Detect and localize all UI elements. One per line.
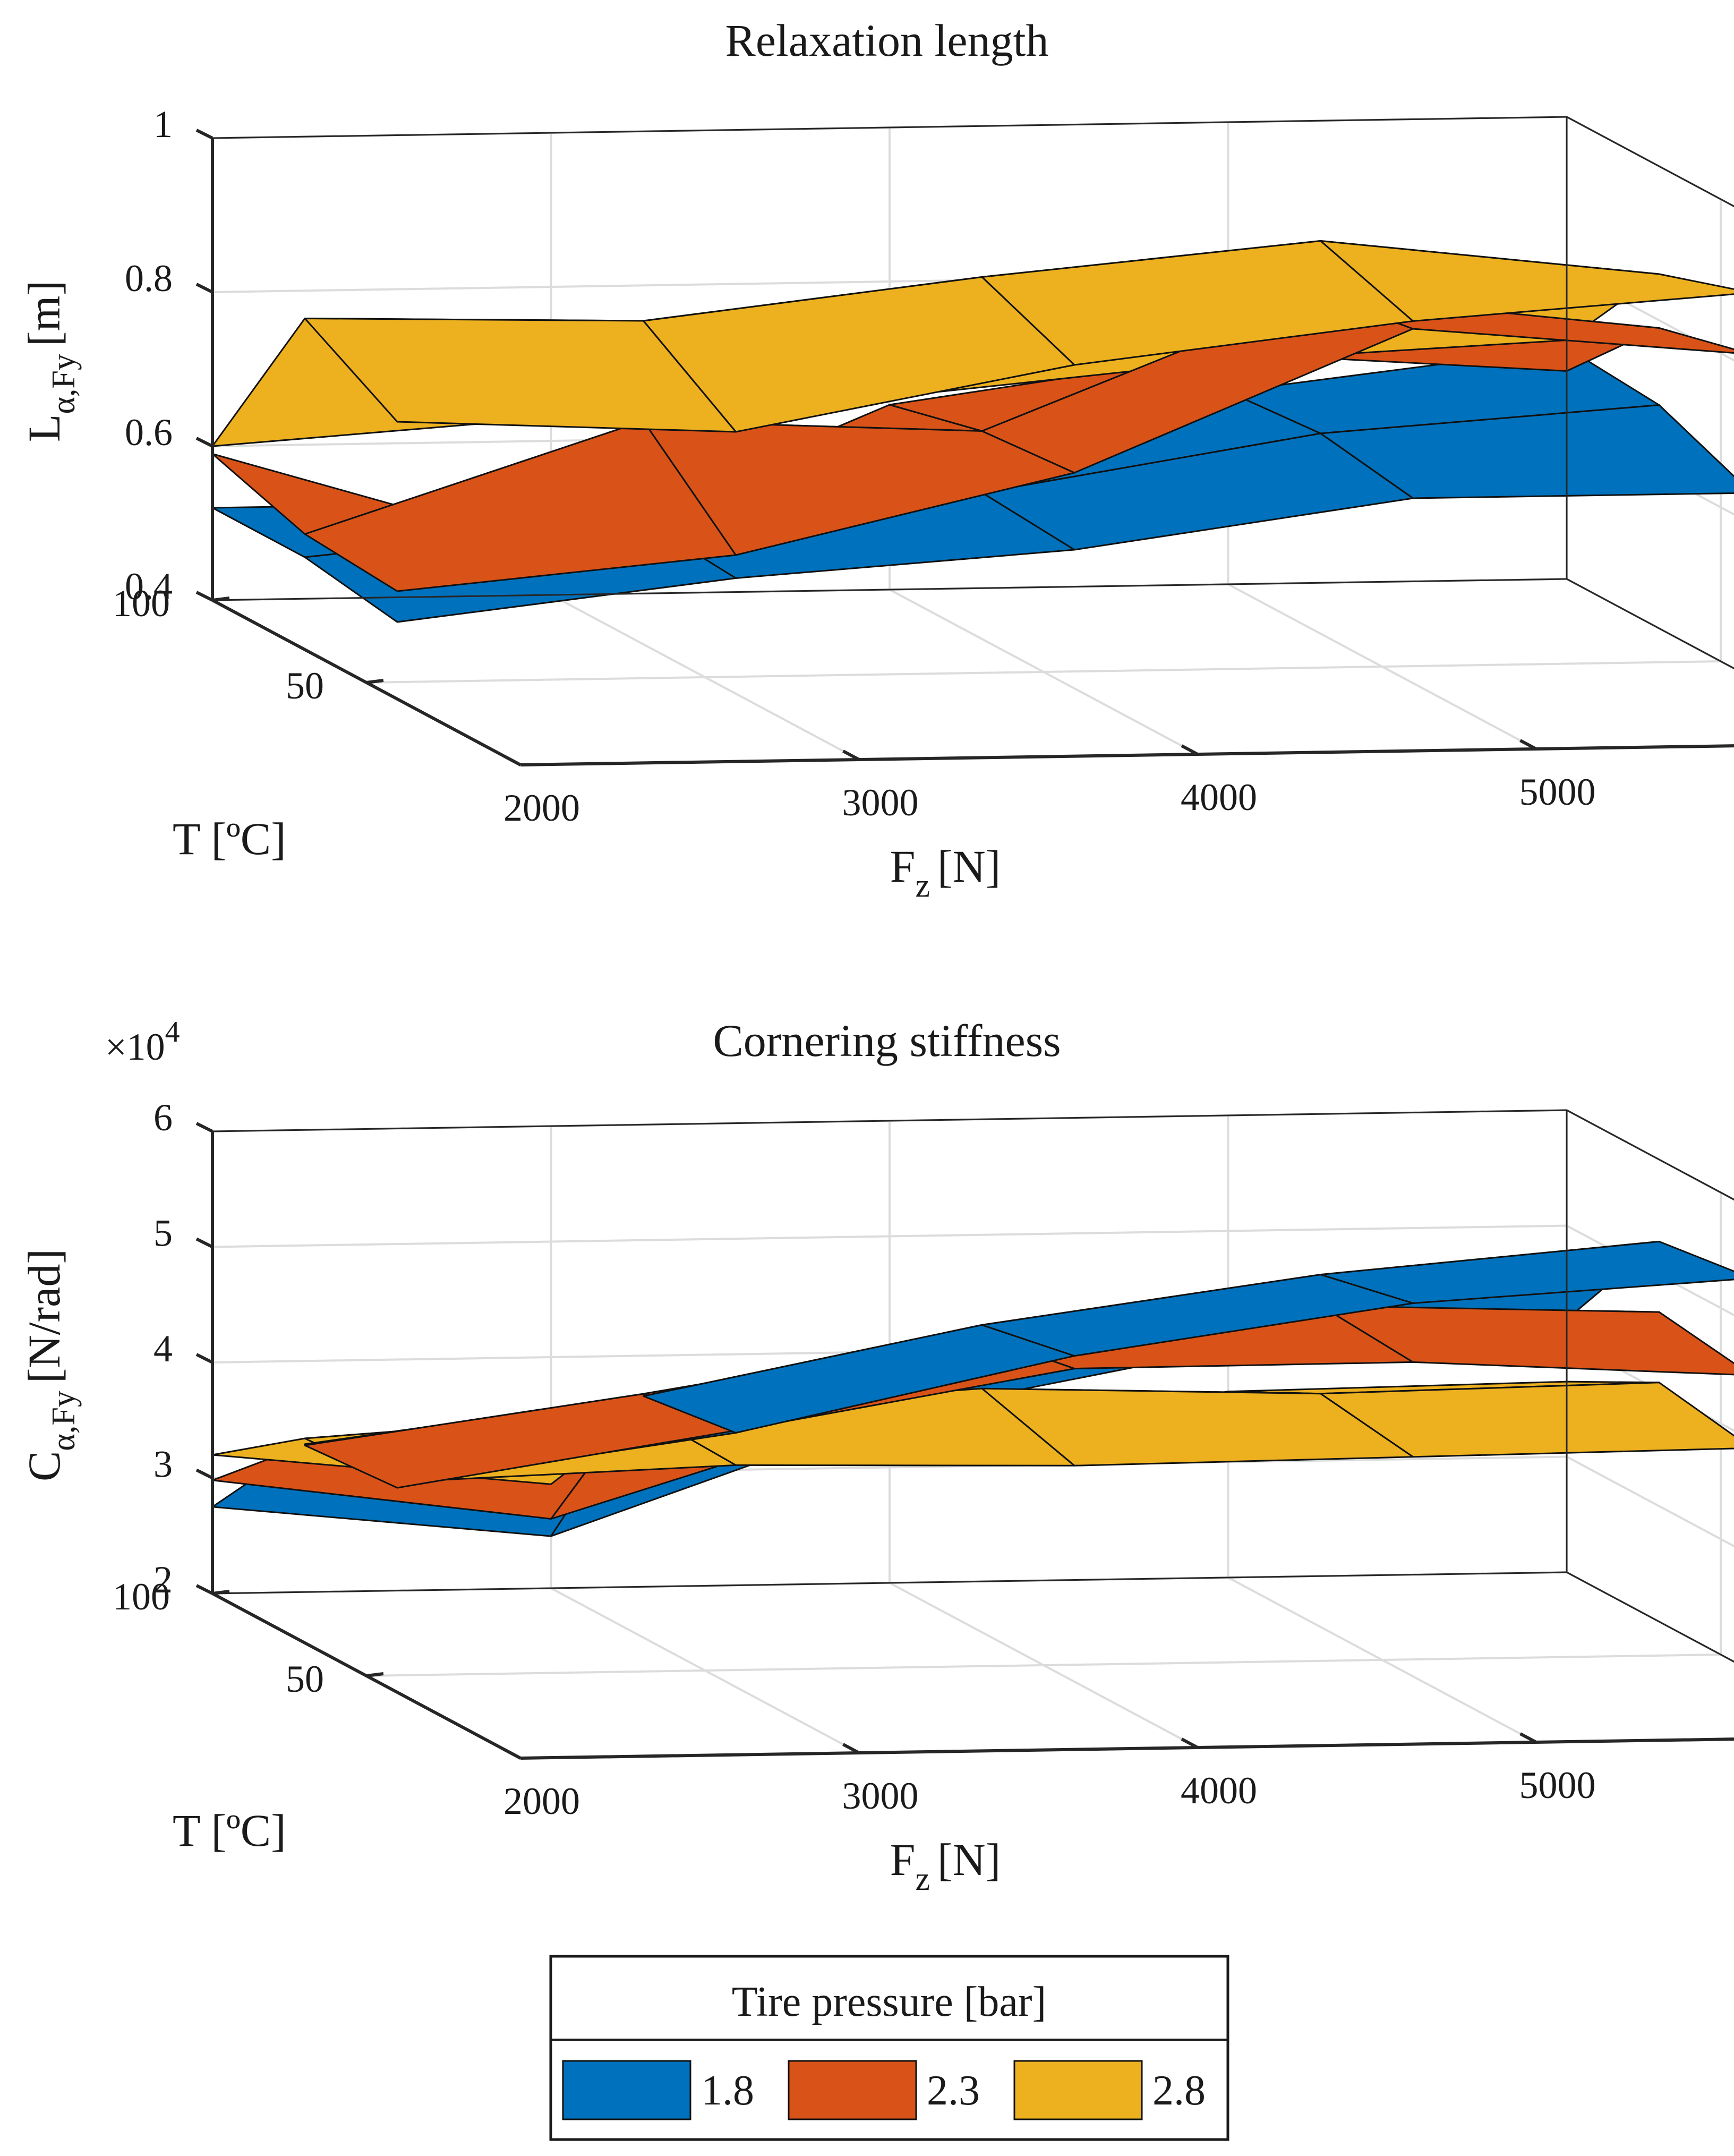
x-axis-line	[520, 744, 1734, 766]
z-tick-label: 1	[153, 103, 173, 146]
cornering-stiffness-chart: Cornering stiffness ×104 2000 3000 4000 500…	[19, 1015, 1734, 1897]
z-tick-label: 2	[153, 1558, 173, 1601]
y-axis-label: T [ºC]	[173, 813, 286, 864]
legend: Tire pressure [bar] 1.8 2.3 2.8	[549, 1955, 1229, 2141]
axes-box-edge	[212, 116, 1567, 139]
axes-box-edge	[1566, 116, 1734, 208]
surface-face-2-3	[1320, 1305, 1734, 1376]
surface-face-1-8	[981, 1274, 1414, 1357]
x-tick-label: 4000	[1181, 776, 1257, 819]
x-axis-label: Fz [N]	[890, 841, 1001, 904]
y-tick-label: 100	[113, 1575, 170, 1618]
z-tick-mark	[195, 129, 213, 140]
z-tick-label: 0.4	[125, 565, 173, 608]
x-tick-label: 2000	[503, 787, 580, 829]
gridline	[366, 1654, 1721, 1677]
z-tick-mark	[195, 1468, 213, 1480]
z-tick-mark	[195, 591, 213, 602]
x-tick-label: 3000	[842, 781, 919, 824]
gridline	[1566, 1455, 1734, 1548]
legend-swatch-1-8	[562, 2060, 691, 2120]
gridline	[366, 660, 1721, 684]
x-tick-mark	[1181, 744, 1199, 756]
chart-title: Relaxation length	[725, 15, 1048, 66]
x-tick-label: 5000	[1519, 1764, 1596, 1806]
x-tick-mark	[1519, 1732, 1537, 1744]
y-tick-label: 50	[286, 664, 324, 707]
y-tick-mark	[366, 1672, 384, 1677]
y-tick-mark	[212, 596, 230, 602]
legend-label-2-3: 2.3	[927, 2067, 980, 2114]
x-tick-label: 3000	[842, 1775, 919, 1817]
x-tick-mark	[842, 749, 860, 761]
legend-swatch-2-3	[788, 2060, 917, 2120]
gridline	[212, 1224, 1567, 1248]
z-tick-mark	[195, 1237, 213, 1249]
axes-box-edge	[212, 1571, 1567, 1595]
z-tick-mark	[195, 283, 213, 294]
z-tick-label: 6	[153, 1096, 173, 1139]
z-axis-label: Lα,Fy[m]	[19, 280, 82, 442]
exponent-label: ×104	[105, 1016, 180, 1068]
x-tick-label: 4000	[1181, 1769, 1257, 1812]
z-tick-label: 5	[153, 1212, 173, 1255]
z-tick-mark	[195, 437, 213, 448]
z-tick-mark	[195, 1122, 213, 1133]
chart-title: Cornering stiffness	[713, 1015, 1061, 1066]
z-axis-label: Cα,Fy[N/rad]	[19, 1249, 82, 1481]
x-tick-mark	[1519, 739, 1537, 751]
axes-box-edge	[1566, 578, 1734, 670]
x-tick-label: 5000	[1519, 771, 1596, 813]
gridline	[1566, 116, 1734, 208]
axes-box-edge	[1566, 1109, 1734, 1201]
x-tick-mark	[503, 1748, 522, 1760]
legend-label-2-8: 2.8	[1152, 2067, 1206, 2114]
y-tick-mark	[366, 679, 384, 684]
surface-face-2-8	[304, 318, 737, 433]
z-tick-label: 0.6	[125, 411, 173, 454]
x-tick-label: 2000	[503, 1780, 580, 1822]
axes-box-edge	[212, 578, 1567, 601]
y-tick-label: 100	[113, 582, 170, 625]
legend-label-1-8: 1.8	[701, 2067, 754, 2114]
relaxation-length-chart: Relaxation length 20003000400050006000 5…	[19, 15, 1734, 904]
z-tick-label: 0.8	[125, 257, 173, 300]
z-tick-mark	[195, 1353, 213, 1364]
axes-box-edge	[212, 1109, 1567, 1132]
x-axis-line	[520, 1737, 1734, 1760]
x-tick-mark	[503, 755, 522, 766]
x-tick-mark	[842, 1743, 860, 1754]
x-tick-mark	[1181, 1737, 1199, 1749]
y-tick-mark	[212, 1590, 230, 1595]
y-axis-label: T [ºC]	[173, 1805, 286, 1856]
legend-title: Tire pressure [bar]	[732, 1979, 1046, 2025]
z-tick-label: 3	[153, 1443, 173, 1486]
z-tick-label: 4	[153, 1327, 173, 1370]
z-tick-mark	[195, 1584, 213, 1595]
y-tick-label: 50	[286, 1658, 324, 1700]
axes-box-edge	[1566, 1571, 1734, 1663]
x-axis-label: Fz [N]	[890, 1834, 1001, 1897]
legend-swatch-2-8	[1013, 2060, 1143, 2120]
